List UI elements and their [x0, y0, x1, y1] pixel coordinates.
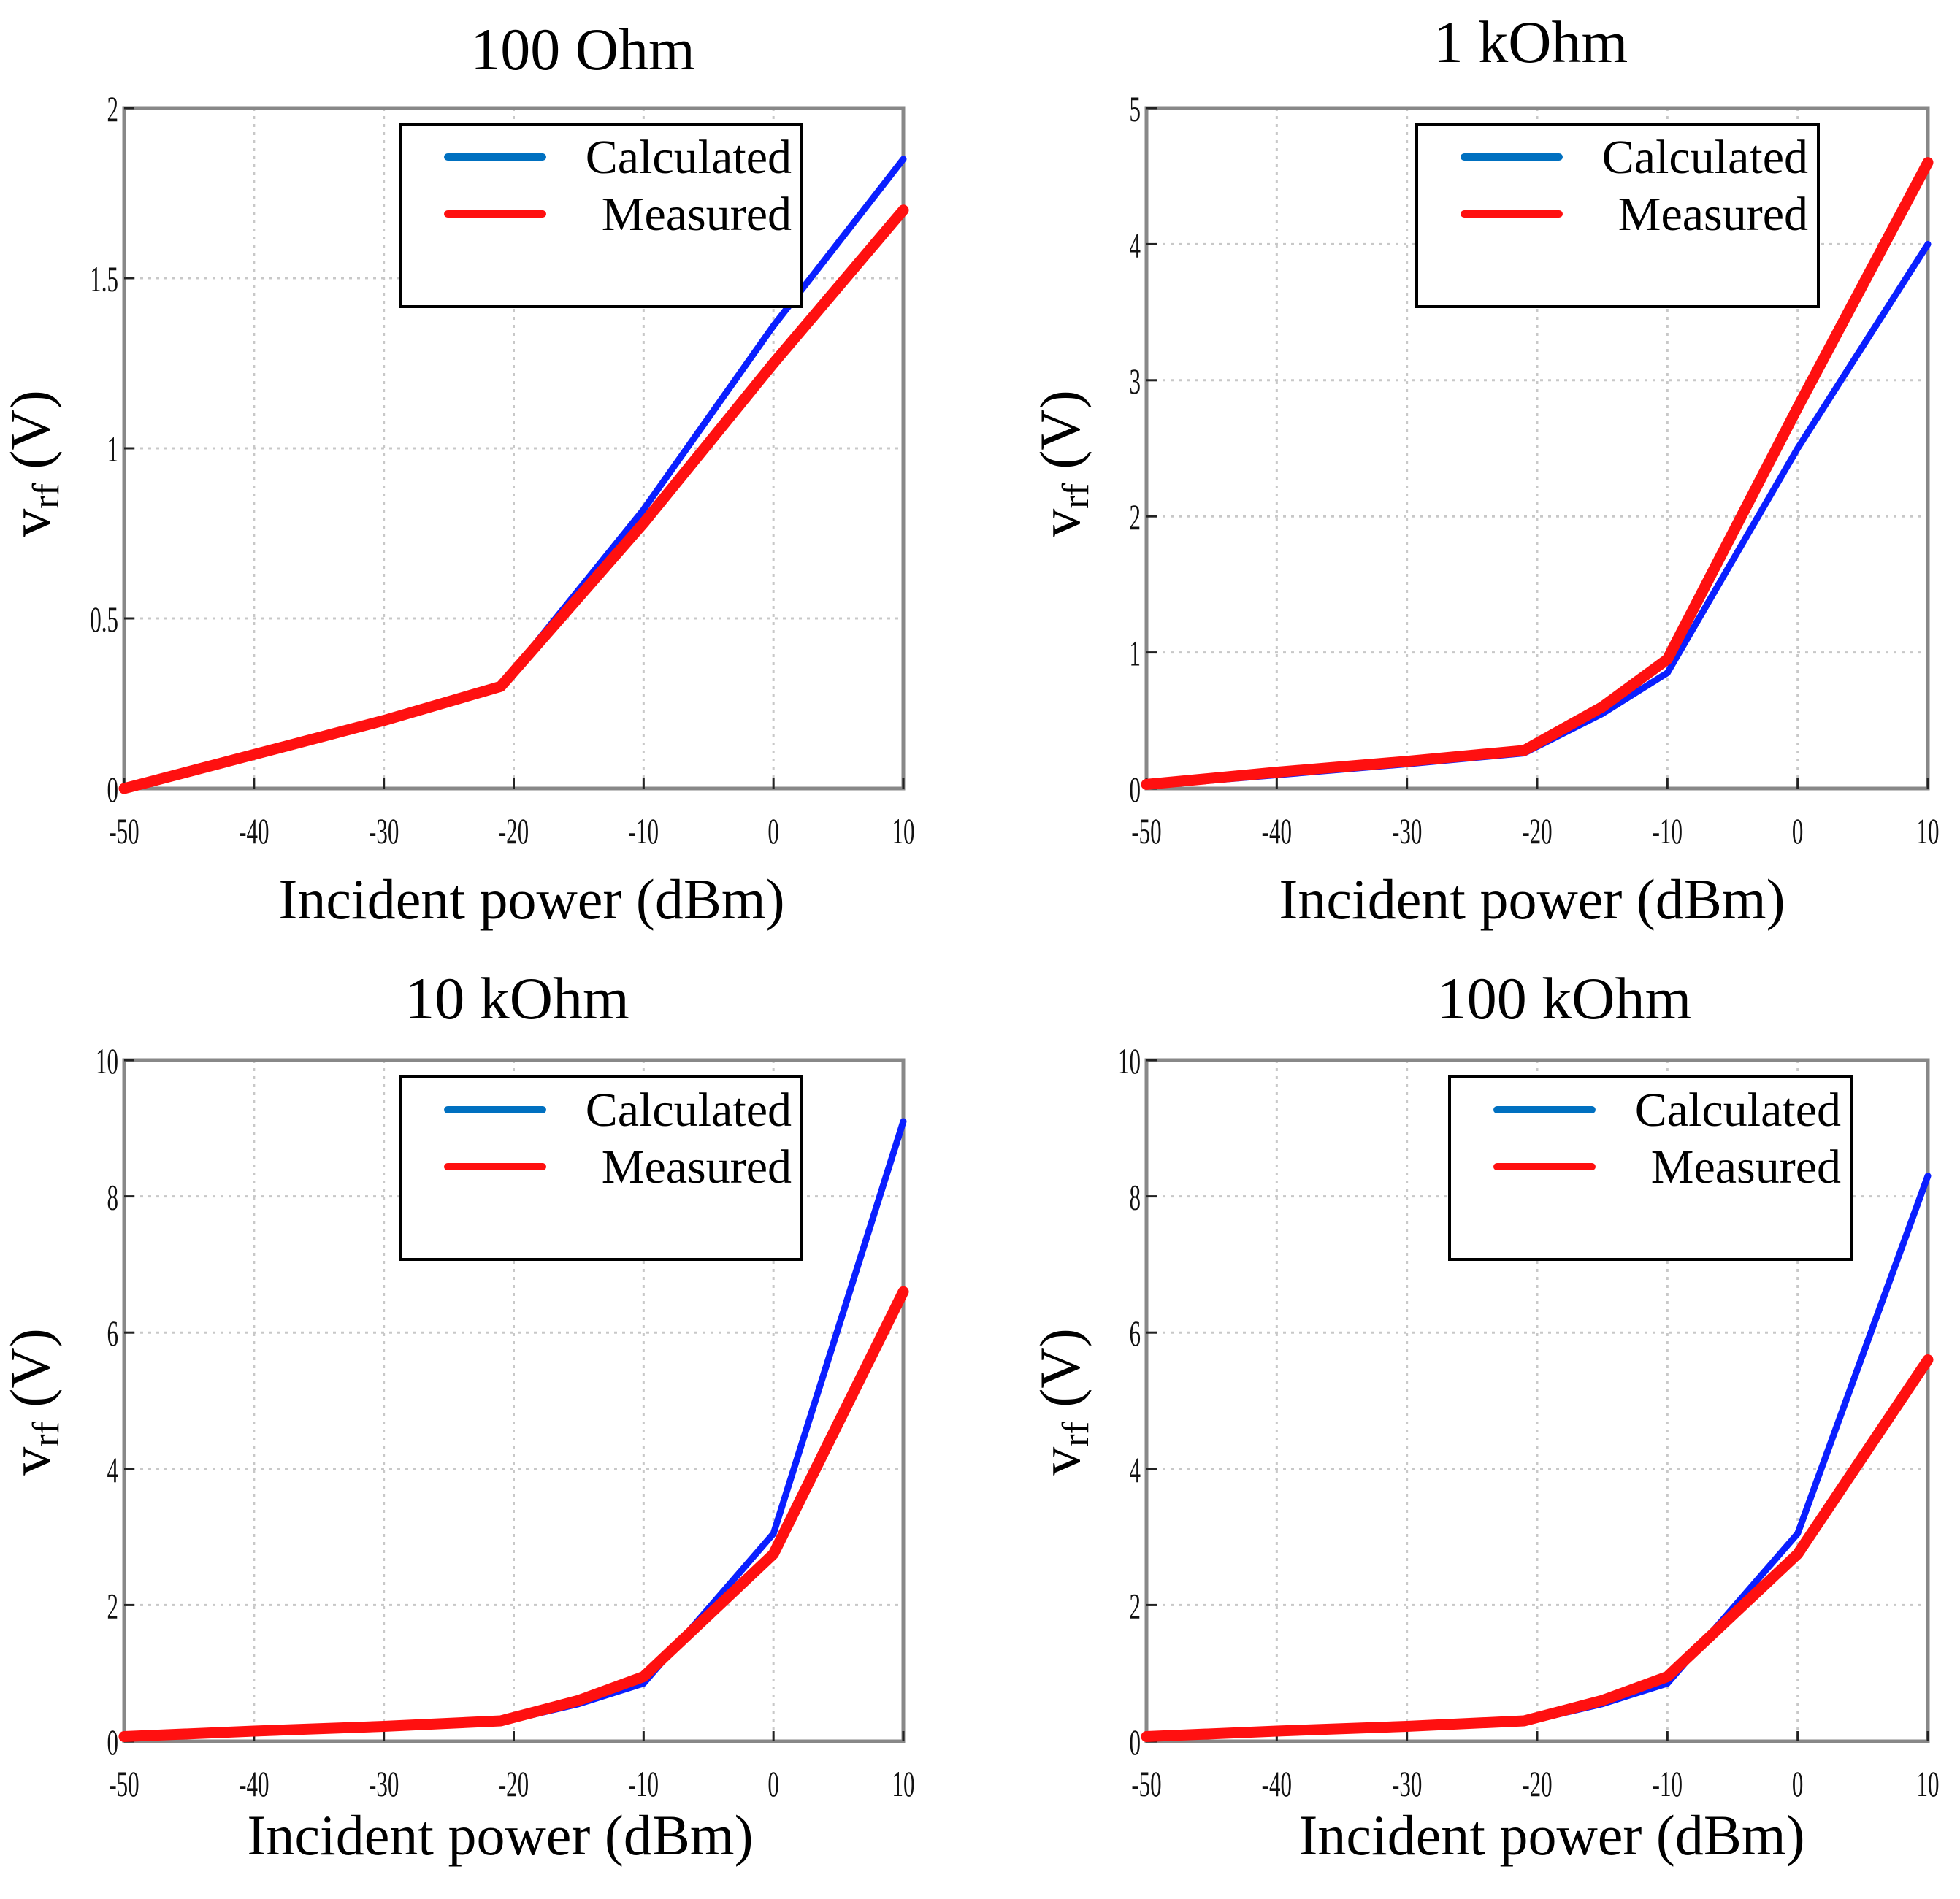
x-tick-label: -30	[1392, 811, 1422, 851]
y-tick-label: 8	[107, 1177, 118, 1217]
x-tick-label: -10	[1653, 811, 1683, 851]
x-tick-label: -30	[369, 1764, 399, 1804]
y-axis-label: vrf (V)	[0, 390, 67, 537]
x-axis-label: Incident power (dBm)	[278, 867, 784, 931]
legend-label-calculated: Calculated	[586, 1083, 792, 1137]
y-tick-label: 1	[107, 429, 118, 469]
x-tick-label: -10	[1653, 1764, 1683, 1804]
y-tick-label: 8	[1130, 1177, 1141, 1217]
chart-title: 100 kOhm	[1437, 965, 1692, 1032]
x-tick-label: -30	[1392, 1764, 1422, 1804]
series-line-measured	[118, 204, 909, 794]
x-tick-label: -20	[1522, 811, 1552, 851]
x-tick-label: 0	[767, 811, 778, 851]
chart-title: 100 Ohm	[470, 16, 695, 83]
x-tick-label: -40	[239, 811, 269, 851]
y-axis-label: vrf (V)	[1028, 1328, 1097, 1475]
x-tick-label: 10	[892, 811, 915, 851]
y-tick-label: 3	[1130, 361, 1141, 401]
x-tick-label: 10	[1917, 1764, 1940, 1804]
x-tick-label: -40	[1262, 811, 1292, 851]
x-tick-label: -10	[629, 1764, 659, 1804]
legend-label-calculated: Calculated	[586, 131, 792, 184]
y-tick-label: 0.5	[90, 599, 118, 640]
x-tick-label: -10	[629, 811, 659, 851]
y-tick-label: 1	[1130, 633, 1141, 673]
x-tick-label: 0	[1792, 811, 1803, 851]
series-line-measured	[1141, 1354, 1934, 1742]
x-tick-label: -50	[109, 1764, 139, 1804]
y-axis-label: vrf (V)	[0, 1328, 67, 1475]
x-tick-label: 0	[1792, 1764, 1803, 1804]
y-axis-label: vrf (V)	[1028, 390, 1097, 537]
x-tick-label: 0	[767, 1764, 778, 1804]
y-tick-label: 5	[1130, 89, 1141, 129]
y-tick-label: 4	[107, 1449, 119, 1489]
chart-panel-100-kohm: -50 -40 -30 -20 -10 0 10 0 2 4 6 8 10 CalculatedMeasu…	[1028, 965, 1939, 1867]
y-tick-label: 2	[1130, 1586, 1141, 1626]
x-tick-label: -50	[1131, 811, 1161, 851]
y-tick-label: 0	[107, 1722, 118, 1762]
x-tick-label: -30	[369, 811, 399, 851]
y-tick-label: 6	[107, 1313, 118, 1354]
x-tick-label: -40	[1262, 1764, 1292, 1804]
y-tick-label: 0	[107, 770, 118, 810]
y-tick-label: 4	[1130, 1449, 1141, 1489]
y-tick-label: 10	[96, 1041, 118, 1081]
legend-label-measured: Measured	[1651, 1140, 1841, 1194]
y-tick-label: 4	[1130, 225, 1141, 265]
legend-label-calculated: Calculated	[1602, 131, 1808, 184]
x-tick-label: 10	[892, 1764, 915, 1804]
x-axis-label: Incident power (dBm)	[247, 1803, 753, 1867]
x-tick-label: -50	[1131, 1764, 1161, 1804]
y-tick-label: 1.5	[90, 259, 118, 299]
chart-panel-100-ohm: -50 -40 -30 -20 -10 0 10 0 0.5 1 1.5 2 CalculatedMea…	[0, 16, 914, 931]
y-tick-label: 6	[1130, 1313, 1141, 1354]
x-tick-label: -50	[109, 811, 139, 851]
x-axis-label: Incident power (dBm)	[1298, 1803, 1804, 1867]
x-tick-label: 10	[1917, 811, 1940, 851]
y-tick-label: 2	[107, 1586, 118, 1626]
legend-label-measured: Measured	[602, 1140, 792, 1194]
series-line-measured	[1141, 157, 1934, 790]
y-tick-label: 2	[1130, 497, 1141, 537]
x-tick-label: -20	[1522, 1764, 1552, 1804]
y-tick-label: 10	[1118, 1041, 1141, 1081]
x-axis-label: Incident power (dBm)	[1279, 867, 1785, 931]
y-tick-label: 0	[1130, 770, 1141, 810]
x-tick-label: -40	[239, 1764, 269, 1804]
y-tick-label: 2	[107, 89, 118, 129]
legend-label-measured: Measured	[602, 188, 792, 241]
chart-panel-1-kohm: -50 -40 -30 -20 -10 0 10 0 1 2 3 4 5 CalculatedMeasur…	[1028, 9, 1939, 931]
chart-title: 10 kOhm	[405, 965, 629, 1032]
x-tick-label: -20	[499, 1764, 529, 1804]
y-tick-label: 0	[1130, 1722, 1141, 1762]
series-line-measured	[118, 1286, 909, 1742]
x-tick-label: -20	[499, 811, 529, 851]
chart-title: 1 kOhm	[1433, 9, 1628, 75]
chart-panel-10-kohm: -50 -40 -30 -20 -10 0 10 0 2 4 6 8 10 CalculatedMeasu…	[0, 965, 914, 1867]
legend-label-calculated: Calculated	[1635, 1083, 1841, 1137]
legend-label-measured: Measured	[1618, 188, 1808, 241]
